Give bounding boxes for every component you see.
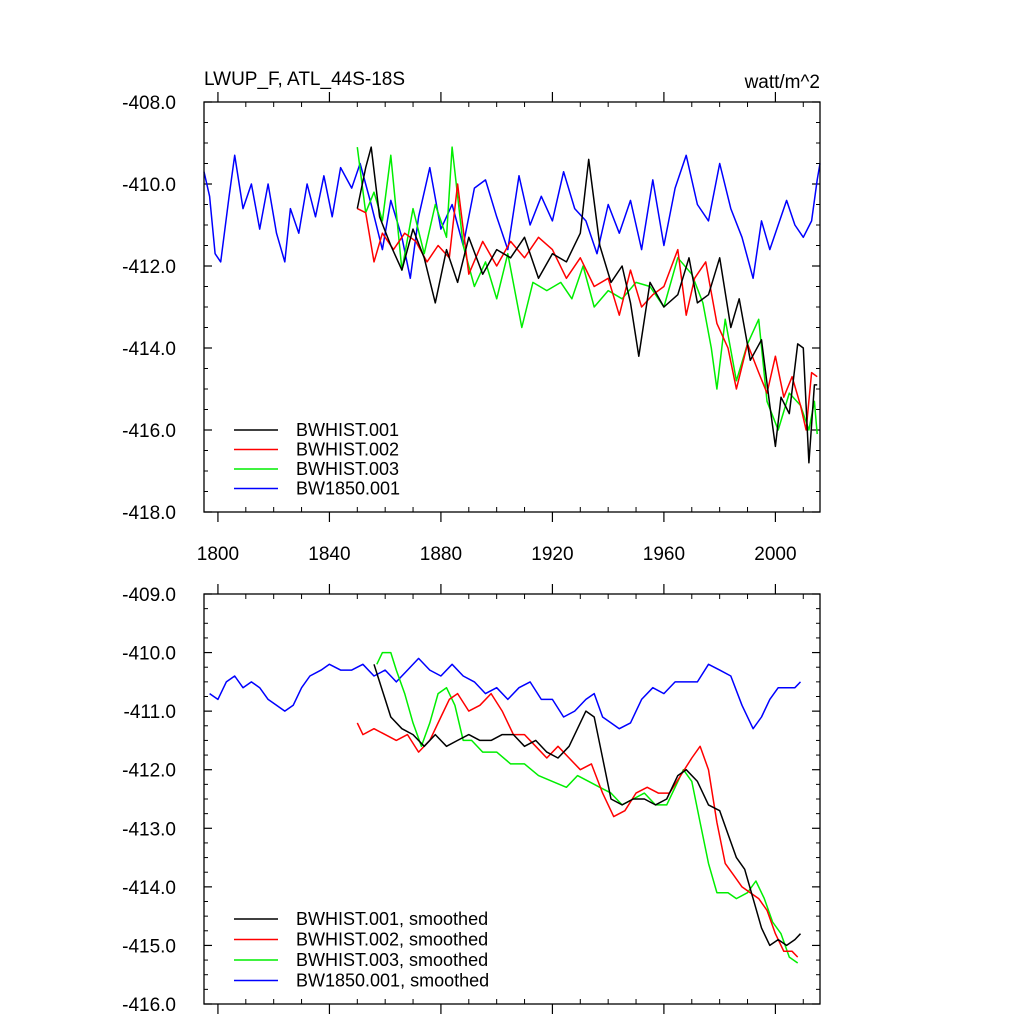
legend-label: BWHIST.001, smoothed: [296, 909, 488, 929]
series-line-bw1850-001-smoothed: [209, 657, 802, 730]
y-tick-label: -411.0: [124, 702, 176, 723]
bottom-plot-frame: [203, 593, 821, 1005]
bottom-series-group: [209, 651, 802, 964]
y-tick-label: -418.0: [122, 503, 176, 524]
y-tick-label: -408.0: [122, 93, 176, 114]
bottom-chart-panel: -409.0 -410.0 -411.0 -412.0 -413.0 -414.0 -415…: [122, 584, 821, 1016]
top-plot-frame: [203, 101, 821, 513]
x-tick-label: 1840: [308, 544, 350, 565]
legend-label: BWHIST.002: [296, 440, 399, 460]
bottom-axes: -409.0 -410.0 -411.0 -412.0 -413.0 -414.0 -415…: [122, 584, 820, 1016]
legend-label: BW1850.001, smoothed: [296, 971, 489, 991]
series-line-bwhist-002-smoothed: [356, 692, 799, 958]
series-line-bwhist-002: [356, 183, 818, 431]
x-tick-label: 1880: [420, 544, 462, 565]
legend-label: BWHIST.002, smoothed: [296, 930, 488, 950]
y-tick-label: -414.0: [122, 339, 176, 360]
y-tick-label: -412.0: [122, 761, 176, 782]
legend-label: BWHIST.003: [296, 459, 399, 479]
legend-label: BWHIST.003, smoothed: [296, 950, 488, 970]
series-line-bw1850-001: [203, 154, 821, 280]
y-tick-label: -409.0: [122, 585, 176, 606]
top-axes: -408.0 -410.0 -412.0 -414.0 -416.0 -418.0 1800…: [122, 92, 820, 565]
y-tick-label: -410.0: [122, 644, 176, 665]
top-series-group: [203, 146, 821, 464]
x-tick-label: 2000: [754, 544, 796, 565]
y-tick-label: -415.0: [122, 936, 176, 957]
x-tick-label: 1920: [531, 544, 573, 565]
series-line-bwhist-001-smoothed: [373, 664, 802, 947]
legend-label: BW1850.001: [296, 479, 400, 499]
chart-title: LWUP_F, ATL_44S-18S: [204, 69, 405, 90]
y-tick-label: -412.0: [122, 257, 176, 278]
series-line-bwhist-001: [356, 146, 818, 464]
y-tick-label: -413.0: [122, 819, 176, 840]
y-tick-label: -416.0: [122, 421, 176, 442]
x-tick-label: 1800: [197, 544, 239, 565]
units-label: watt/m^2: [744, 72, 820, 93]
series-line-bwhist-003-smoothed: [376, 651, 799, 964]
y-tick-label: -414.0: [122, 878, 176, 899]
legend-label: BWHIST.001: [296, 420, 399, 440]
y-tick-label: -410.0: [122, 175, 176, 196]
series-line-bwhist-003: [356, 146, 818, 435]
top-chart-panel: LWUP_F, ATL_44S-18S watt/m^2 -408.0 -410.…: [122, 69, 821, 565]
y-tick-label: -416.0: [122, 995, 176, 1016]
x-tick-label: 1960: [643, 544, 685, 565]
